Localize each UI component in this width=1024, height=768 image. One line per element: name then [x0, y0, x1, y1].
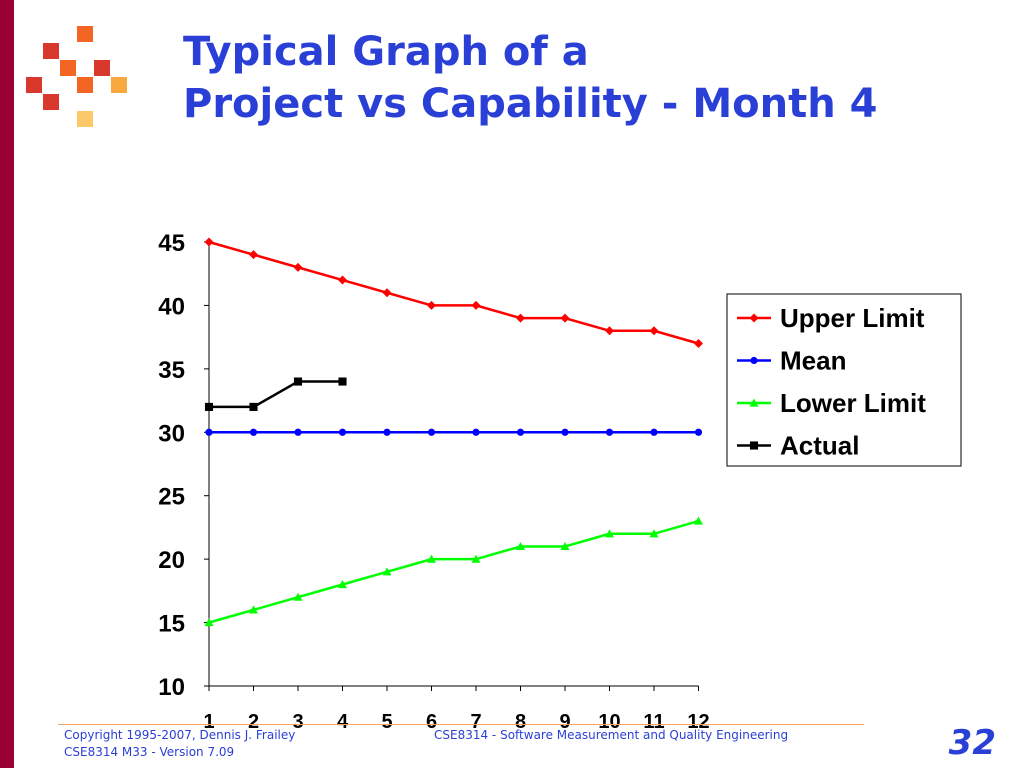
point-upper-limit [471, 300, 481, 310]
point-lower-limit [694, 516, 703, 525]
x-tick-label: 3 [292, 711, 303, 733]
point-lower-limit [382, 567, 392, 576]
point-upper-limit [382, 288, 392, 298]
page-number: 32 [948, 723, 996, 763]
point-upper-limit [293, 262, 303, 272]
series-line-lower-limit [208, 519, 699, 624]
y-tick-label: 10 [158, 674, 185, 701]
sidebar-accent [0, 0, 14, 768]
legend-marker-lower-limit [749, 398, 759, 407]
x-tick-label: 9 [559, 711, 570, 733]
point-mean [694, 428, 703, 436]
point-mean [205, 428, 213, 436]
point-mean [472, 428, 480, 436]
y-tick-label: 40 [158, 293, 185, 320]
point-lower-limit [338, 580, 347, 589]
x-tick-label: 1 [203, 711, 214, 733]
x-tick-label: 6 [426, 711, 437, 733]
point-lower-limit [516, 541, 525, 551]
y-tick-label: 35 [158, 357, 185, 384]
point-lower-limit [605, 529, 614, 538]
point-upper-limit [649, 326, 659, 336]
x-tick-label: 8 [515, 711, 526, 733]
point-actual [249, 402, 258, 411]
point-upper-limit [249, 250, 258, 260]
point-upper-limit [516, 313, 525, 323]
slide-title: Typical Graph of a Project vs Capability… [183, 26, 877, 130]
x-tick-label: 10 [598, 711, 620, 733]
title-line-1: Typical Graph of a [183, 29, 589, 75]
logo-squares [26, 26, 127, 127]
point-mean [338, 428, 347, 436]
point-upper-limit [427, 300, 436, 310]
legend-label-mean: Mean [780, 346, 846, 376]
series-line-upper-limit [208, 240, 699, 345]
point-upper-limit [605, 326, 614, 336]
legend-box [726, 293, 962, 467]
point-upper-limit [694, 338, 703, 348]
point-actual [293, 377, 303, 386]
point-mean [249, 428, 258, 436]
x-tick-label: 5 [381, 711, 392, 733]
title-line-2: Project vs Capability - Month 4 [183, 81, 878, 127]
point-actual [204, 402, 214, 411]
point-mean [427, 428, 436, 436]
point-lower-limit [293, 592, 303, 601]
point-actual [338, 377, 347, 386]
footer-rule [58, 724, 864, 725]
series-line-actual [209, 380, 343, 409]
x-tick-label: 7 [470, 711, 481, 733]
point-upper-limit [560, 313, 570, 323]
x-tick-label: 12 [687, 711, 709, 733]
point-lower-limit [471, 554, 481, 563]
point-mean [561, 428, 569, 436]
footer-version: CSE8314 M33 - Version 7.09 [64, 745, 235, 759]
point-mean [294, 428, 302, 436]
legend-label-actual: Actual [780, 431, 859, 461]
footer-course: CSE8314 - Software Measurement and Quali… [434, 728, 789, 742]
y-tick-label: 30 [158, 420, 185, 447]
x-tick-label: 4 [337, 711, 349, 733]
point-upper-limit [204, 237, 214, 247]
point-lower-limit [649, 529, 659, 538]
point-mean [605, 428, 614, 436]
point-lower-limit [204, 618, 214, 627]
y-tick-label: 15 [158, 611, 185, 638]
point-mean [650, 428, 658, 436]
y-tick-label: 20 [158, 547, 185, 574]
legend-marker-upper-limit [749, 313, 759, 323]
point-mean [516, 428, 525, 436]
legend-marker-mean [750, 356, 758, 365]
point-lower-limit [427, 554, 436, 563]
x-tick-label: 2 [248, 711, 259, 733]
legend-label-lower-limit: Lower Limit [780, 388, 926, 418]
y-tick-label: 25 [158, 484, 185, 511]
x-tick-label: 11 [643, 711, 664, 733]
point-upper-limit [338, 275, 347, 285]
point-mean [383, 428, 391, 436]
legend-label-upper-limit: Upper Limit [780, 303, 925, 333]
point-lower-limit [560, 541, 570, 551]
point-lower-limit [249, 605, 258, 614]
y-tick-label: 45 [158, 230, 185, 257]
footer-copyright: Copyright 1995-2007, Dennis J. Frailey [64, 728, 296, 742]
legend-marker-actual [749, 441, 759, 450]
